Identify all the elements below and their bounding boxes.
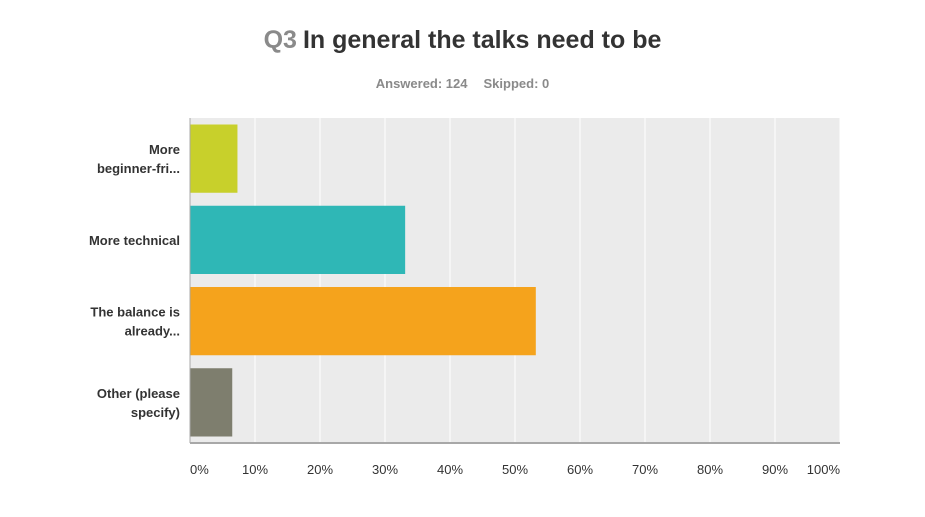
category-label: More beginner-fri...: [97, 142, 180, 176]
bar: [190, 368, 233, 437]
skipped-count: Skipped: 0: [483, 76, 550, 91]
x-tick-label: 90%: [762, 462, 788, 477]
category-label: The balance is already...: [90, 305, 180, 339]
category-label: More technical: [89, 233, 180, 248]
bar: [190, 287, 536, 356]
x-tick-label: 50%: [502, 462, 528, 477]
question-title: In general the talks need to be: [302, 26, 662, 54]
category-label: Other (please specify): [97, 386, 180, 420]
x-tick-label: 100%: [807, 462, 841, 477]
x-tick-label: 60%: [567, 462, 593, 477]
bar: [190, 124, 238, 193]
answered-count: Answered: 124: [375, 76, 468, 91]
chart-title: Q3 In general the talks need to be: [0, 26, 925, 55]
x-tick-label: 40%: [437, 462, 463, 477]
x-tick-label: 10%: [242, 462, 268, 477]
response-summary: Answered: 124 Skipped: 0: [0, 76, 925, 91]
x-tick-label: 80%: [697, 462, 723, 477]
bar: [190, 205, 406, 274]
x-tick-label: 30%: [372, 462, 398, 477]
x-tick-label: 0%: [190, 462, 209, 477]
question-number: Q3: [263, 26, 297, 54]
x-tick-label: 20%: [307, 462, 333, 477]
x-tick-label: 70%: [632, 462, 658, 477]
